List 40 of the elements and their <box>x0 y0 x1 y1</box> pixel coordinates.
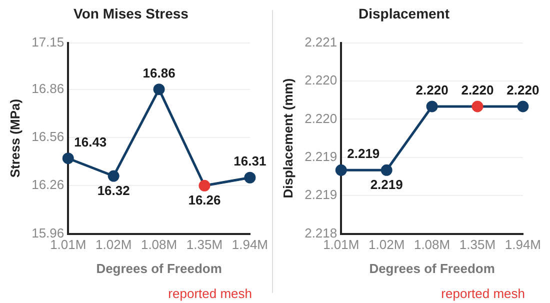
data-label: 2.220 <box>461 82 494 98</box>
text: reported mesh <box>441 286 525 301</box>
y-axis-title: Stress (MPa) <box>7 98 22 178</box>
data-label: 16.26 <box>188 192 221 208</box>
y-tick-label: 2.219 <box>304 148 338 164</box>
point <box>198 180 210 192</box>
y-tick-label: 16.86 <box>32 80 64 96</box>
chart-title: Displacement <box>358 5 450 22</box>
x-tick-label: 1.08M <box>414 237 450 252</box>
x-tick-label: 1.35M <box>459 237 496 252</box>
data-label: 16.31 <box>234 154 266 169</box>
x-tick-label: 1.94M <box>232 237 268 252</box>
y-tick-label: 2.220 <box>304 72 338 88</box>
data-label: 2.219 <box>370 177 403 192</box>
y-axis-title: Displacement (mm) <box>280 78 296 198</box>
data-label: 2.220 <box>506 82 540 98</box>
x-tick-label: 1.02M <box>96 237 132 252</box>
point <box>108 170 120 182</box>
x-axis-title: Degrees of Freedom <box>369 260 495 276</box>
y-tick-label: 16.26 <box>32 177 64 192</box>
text: reported mesh <box>168 286 252 301</box>
point <box>244 172 256 184</box>
data-label: 2.219 <box>347 146 380 162</box>
x-tick-label: 1.35M <box>186 237 223 252</box>
y-tick-label: 2.219 <box>304 187 338 202</box>
x-tick-label: 1.08M <box>140 237 178 252</box>
data-label: 16.43 <box>74 134 107 150</box>
x-tick-label: 1.94M <box>504 237 542 252</box>
x-tick-label: 1.02M <box>368 237 405 252</box>
y-tick-label: 2.220 <box>304 110 338 126</box>
point <box>153 84 165 96</box>
y-tick-label: 2.221 <box>304 34 338 50</box>
x-axis-title: Degrees of Freedom <box>96 260 222 276</box>
y-tick-label: 16.56 <box>32 129 64 144</box>
data-label: 16.86 <box>142 65 176 80</box>
point <box>62 152 74 164</box>
chart-title: Von Mises Stress <box>74 5 189 22</box>
y-tick-label: 17.15 <box>32 34 64 50</box>
data-label: 2.220 <box>416 82 448 98</box>
data-label: 16.32 <box>97 183 130 198</box>
